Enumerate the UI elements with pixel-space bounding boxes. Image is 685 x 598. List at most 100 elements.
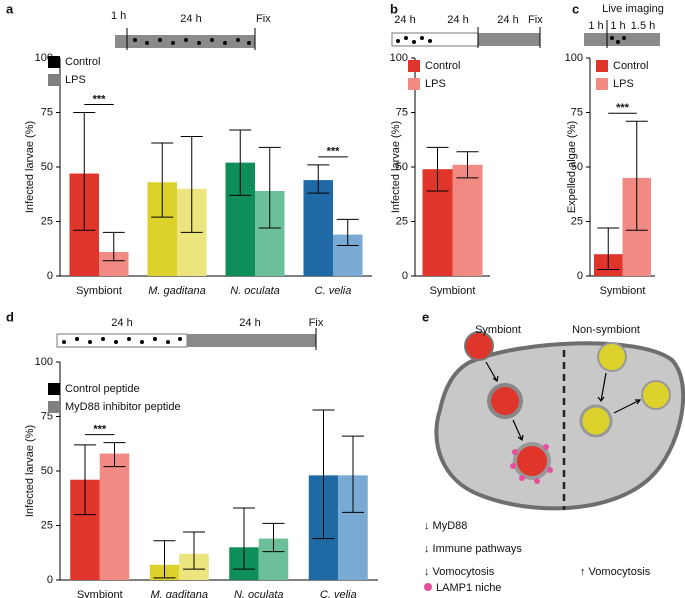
error-bar xyxy=(151,142,174,218)
note: ↓ Vomocytosis xyxy=(424,566,495,578)
error-bar xyxy=(73,112,96,231)
error-bar xyxy=(229,129,252,196)
x-tick-label: N. oculata xyxy=(230,285,280,297)
error-bar xyxy=(456,151,479,179)
error-bar xyxy=(153,540,176,579)
error-bar xyxy=(258,146,281,229)
timeline-label: 24 h xyxy=(180,13,201,25)
error-bar xyxy=(103,442,126,468)
y-axis-title: Infected larvae (%) xyxy=(24,425,36,517)
x-tick-label: Symbiont xyxy=(430,285,476,297)
error-bar xyxy=(625,120,648,231)
alga xyxy=(597,342,627,372)
y-tick-label: 25 xyxy=(41,215,53,227)
timeline-label: 24 h xyxy=(239,317,260,329)
error-bar xyxy=(102,231,125,262)
diagram-title: Non-symbiont xyxy=(572,324,640,336)
legend-swatch xyxy=(48,383,60,395)
y-tick-label: 25 xyxy=(571,215,583,227)
alga xyxy=(464,331,494,361)
y-tick-label: 50 xyxy=(571,161,583,173)
timeline-dots xyxy=(396,36,432,44)
timeline-label: Live imaging xyxy=(602,3,664,15)
error-bar xyxy=(336,218,359,246)
note: ↑ Vomocytosis xyxy=(580,566,651,578)
y-tick-label: 25 xyxy=(41,519,53,531)
legend-label: Control xyxy=(425,60,460,72)
legend-swatch xyxy=(596,60,608,72)
y-tick-label: 25 xyxy=(396,215,408,227)
y-tick-label: 50 xyxy=(396,161,408,173)
error-bar xyxy=(74,444,96,516)
error-bar xyxy=(183,531,205,570)
y-axis-title: Infected larvae (%) xyxy=(390,121,402,213)
legend-swatch xyxy=(48,401,60,413)
y-tick-label: 100 xyxy=(35,356,53,368)
y-axis-title: Infected larvae (%) xyxy=(24,121,36,213)
x-tick-label: M. gaditana xyxy=(148,285,205,297)
y-tick-label: 75 xyxy=(571,106,583,118)
x-tick-label: M. gaditana xyxy=(151,589,208,598)
lamp1 xyxy=(510,444,553,484)
timeline-label: 24 h xyxy=(447,14,468,26)
y-tick-label: 50 xyxy=(41,161,53,173)
significance: *** xyxy=(616,102,630,114)
error-bar xyxy=(233,507,255,570)
note: ↓ Immune pathways xyxy=(424,543,522,555)
legend-label: Control peptide xyxy=(65,383,140,395)
significance: *** xyxy=(93,424,107,436)
significance: *** xyxy=(327,146,341,158)
timeline xyxy=(478,33,540,46)
timeline-label: Fix xyxy=(256,13,271,25)
panel-label: b xyxy=(390,1,398,16)
alga xyxy=(513,442,551,480)
timeline-label: 24 h xyxy=(111,317,132,329)
bar xyxy=(99,453,130,580)
x-tick-label: C. velia xyxy=(315,285,352,297)
error-bar xyxy=(262,522,285,553)
cell xyxy=(434,341,685,511)
arrows xyxy=(485,361,642,442)
error-bar xyxy=(597,227,620,270)
timeline-label: 24 h xyxy=(497,14,518,26)
panel-label: e xyxy=(422,309,429,324)
y-tick-label: 50 xyxy=(41,465,53,477)
legend-swatch xyxy=(596,78,608,90)
note: ↓ MyD88 xyxy=(424,520,467,532)
timeline-label: 1.5 h xyxy=(631,20,655,32)
panel-label: a xyxy=(6,1,14,16)
x-tick-label: N. oculata xyxy=(234,589,284,598)
y-tick-label: 0 xyxy=(47,574,53,586)
significance: *** xyxy=(93,93,107,105)
alga xyxy=(579,404,613,438)
y-tick-label: 0 xyxy=(577,270,583,282)
y-tick-label: 75 xyxy=(396,106,408,118)
x-tick-label: Symbiont xyxy=(600,285,646,297)
error-bar xyxy=(312,409,335,540)
x-tick-label: Symbiont xyxy=(77,589,123,598)
error-bar xyxy=(342,435,364,513)
y-tick-label: 0 xyxy=(402,270,408,282)
legend-label: LAMP1 niche xyxy=(436,582,501,594)
y-tick-label: 75 xyxy=(41,410,53,422)
alga xyxy=(487,383,523,419)
legend-dot xyxy=(424,583,432,591)
alga xyxy=(641,380,671,410)
x-tick-label: C. velia xyxy=(320,589,357,598)
timeline-dots xyxy=(133,38,251,45)
legend-swatch xyxy=(48,56,60,68)
y-tick-label: 100 xyxy=(390,52,408,64)
error-bar xyxy=(180,135,203,233)
bar xyxy=(452,164,483,276)
timeline-label: Fix xyxy=(309,317,324,329)
diagram-title: Symbiont xyxy=(475,324,521,336)
legend-label: LPS xyxy=(613,78,634,90)
legend-swatch xyxy=(408,60,420,72)
error-bar xyxy=(426,146,449,192)
error-bar xyxy=(307,164,330,194)
timeline-label: Fix xyxy=(528,14,543,26)
timeline-dots xyxy=(610,36,626,44)
y-tick-label: 100 xyxy=(565,52,583,64)
timeline xyxy=(584,33,660,46)
